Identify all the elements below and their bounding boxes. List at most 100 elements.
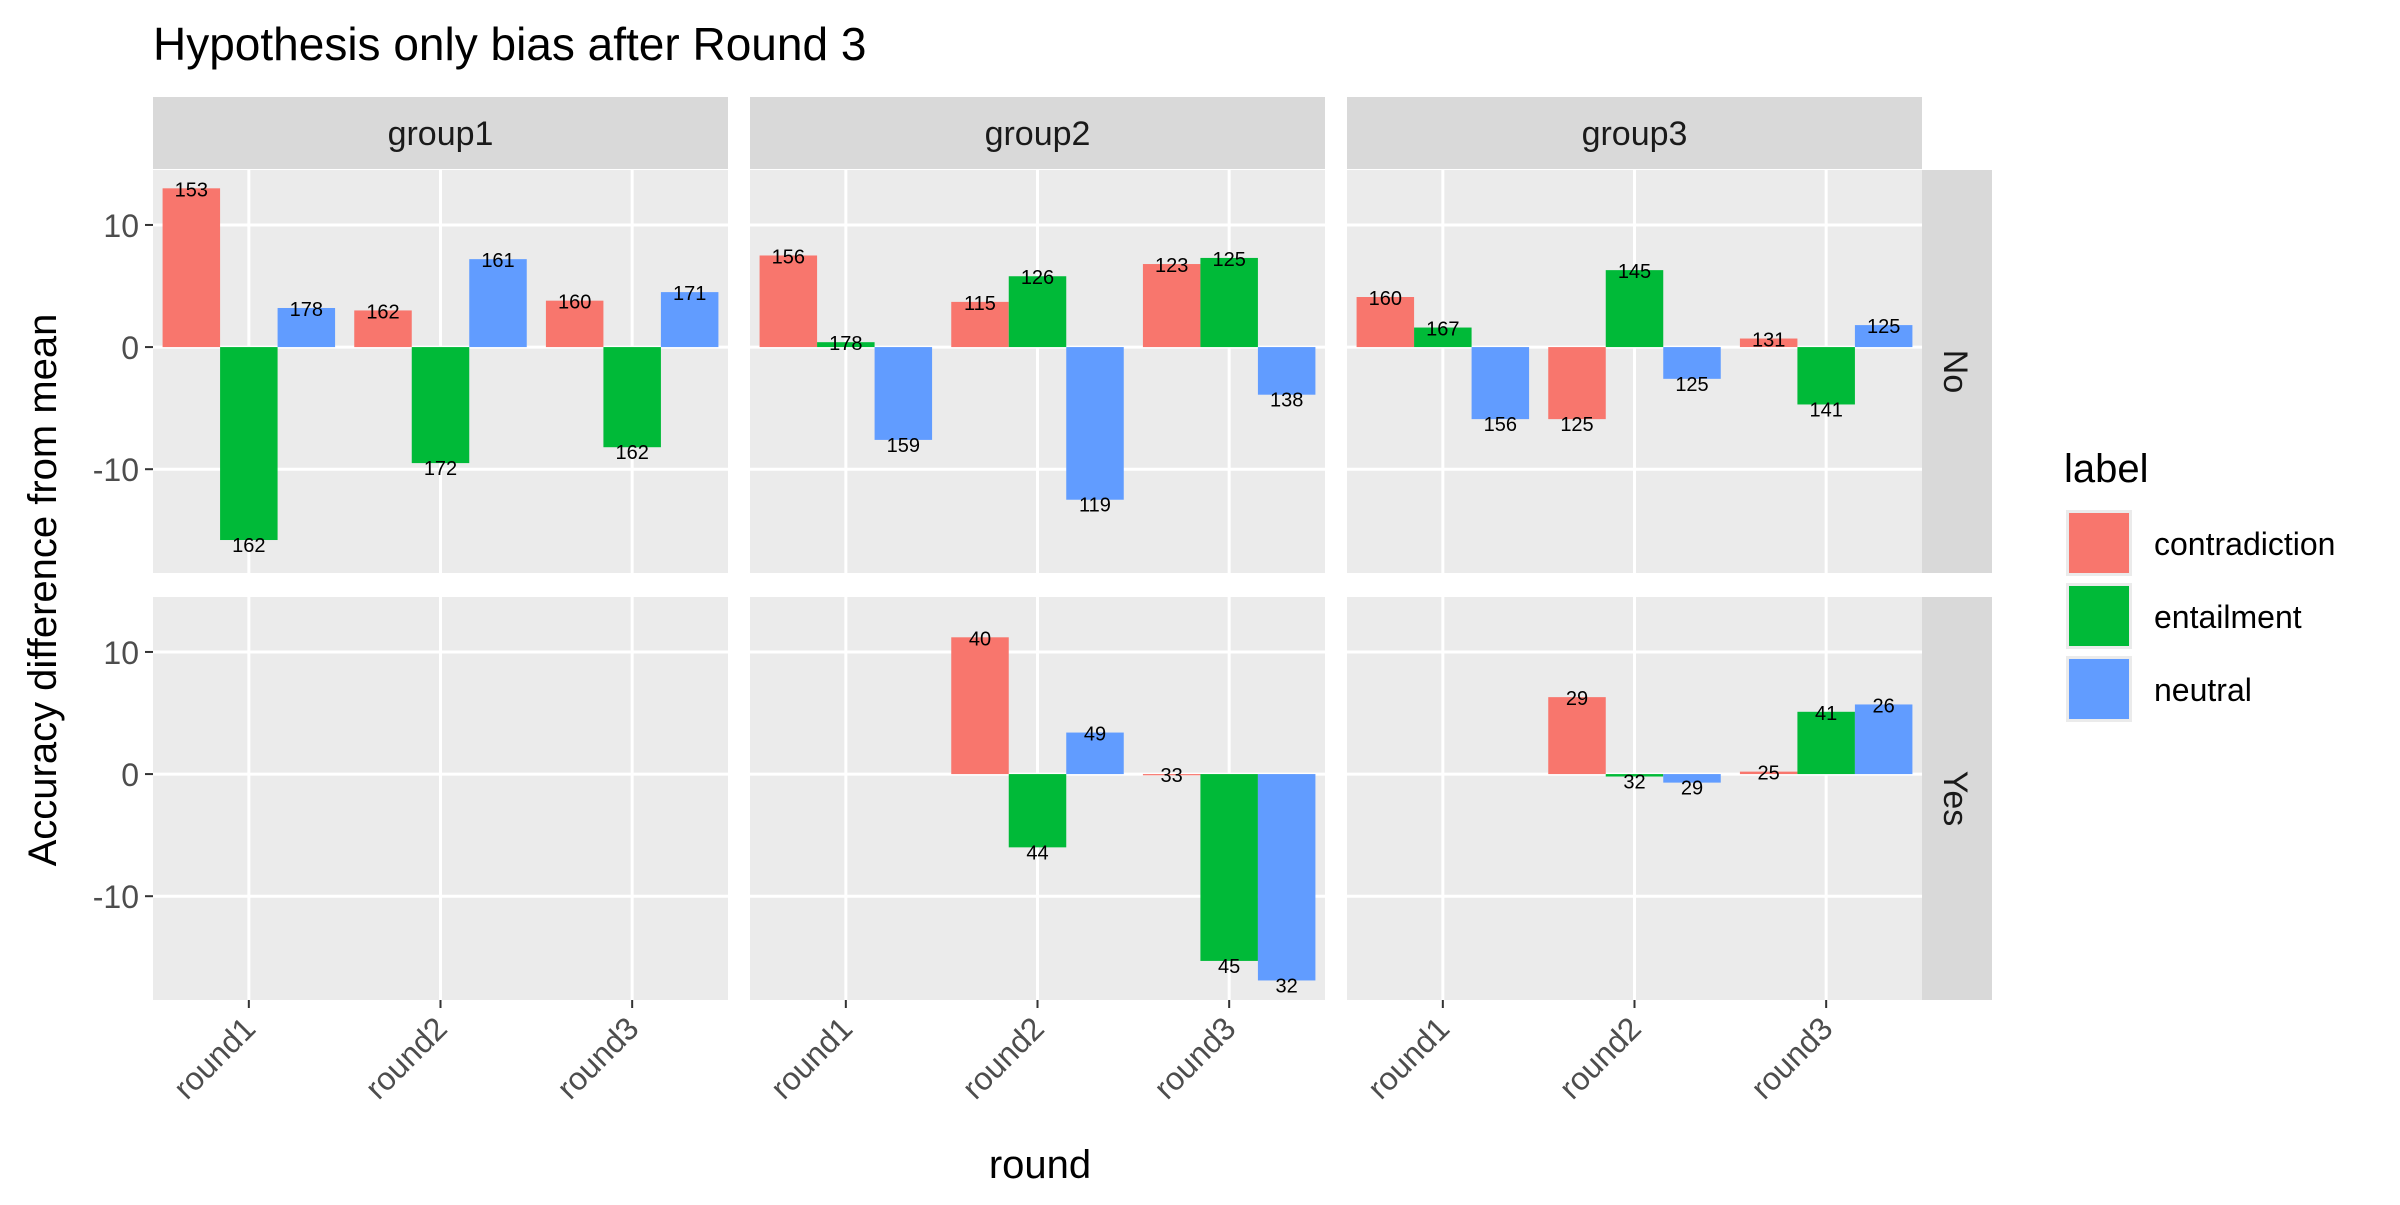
bar-group3-No-round2-contradiction bbox=[1548, 347, 1606, 420]
bar-count-label: 160 bbox=[558, 292, 591, 314]
legend-entry-contradiction: contradiction bbox=[2154, 526, 2335, 562]
row-strip-No bbox=[1920, 170, 1992, 573]
row-strip-label-No: No bbox=[1936, 350, 1974, 393]
facet-panels: group1 group2 group3 No Yes -10 0 10 -10 0 10 round… bbox=[93, 97, 1992, 1106]
bar-group3-Yes-round2-contradiction bbox=[1548, 697, 1606, 775]
bar-count-label: 115 bbox=[964, 293, 996, 315]
x-axis-title: round bbox=[989, 1143, 1091, 1187]
legend-entry-entailment: entailment bbox=[2154, 599, 2302, 635]
x-tick-label-round1: round1 bbox=[763, 1010, 859, 1106]
facet-strip-group2 bbox=[750, 97, 1325, 169]
bar-group2-No-round1-neutral bbox=[874, 347, 933, 440]
bar-count-label: 49 bbox=[1084, 724, 1106, 746]
legend-entry-neutral: neutral bbox=[2154, 672, 2252, 708]
bar-count-label: 138 bbox=[1270, 390, 1303, 412]
bar-group3-Yes-round2-neutral bbox=[1663, 774, 1721, 783]
y-axis-title: Accuracy difference from mean bbox=[21, 314, 65, 867]
facet-strip-group1 bbox=[153, 97, 728, 169]
bar-count-label: 171 bbox=[673, 283, 706, 305]
bar-group1-No-round1-neutral bbox=[277, 307, 336, 348]
row-strip-label-Yes: Yes bbox=[1936, 771, 1974, 826]
y-tick-label: 0 bbox=[121, 757, 139, 793]
x-tick-label-round1: round1 bbox=[1360, 1010, 1456, 1106]
legend-title: label bbox=[2064, 447, 2149, 491]
x-tick-label-round3: round3 bbox=[1744, 1010, 1840, 1106]
bar-group3-No-round1-neutral bbox=[1471, 347, 1530, 420]
x-tick-label-round1: round1 bbox=[166, 1010, 262, 1106]
bar-group1-No-round3-contradiction bbox=[545, 300, 604, 348]
bar-group3-No-round2-neutral bbox=[1663, 347, 1721, 379]
x-tick-label-round2: round2 bbox=[955, 1010, 1051, 1106]
y-tick-label: -10 bbox=[93, 879, 139, 915]
bar-count-label: 178 bbox=[829, 333, 862, 355]
legend-key-contradiction bbox=[2069, 513, 2129, 573]
bar-group2-Yes-round3-entailment bbox=[1200, 774, 1258, 961]
bar-group2-Yes-round2-contradiction bbox=[951, 637, 1009, 775]
bar-count-label: 131 bbox=[1752, 330, 1785, 352]
bar-count-label: 26 bbox=[1873, 695, 1895, 717]
bar-count-label: 178 bbox=[290, 299, 323, 321]
bar-count-label: 40 bbox=[969, 628, 991, 650]
bar-group3-No-round1-contradiction bbox=[1356, 297, 1415, 348]
bar-group2-Yes-round3-contradiction bbox=[1142, 774, 1201, 776]
bar-group2-No-round1-entailment bbox=[817, 342, 875, 348]
bar-count-label: 162 bbox=[615, 442, 648, 464]
bar-count-label: 45 bbox=[1218, 956, 1240, 978]
bar-group2-Yes-round3-neutral bbox=[1257, 774, 1316, 981]
y-tick-label: 10 bbox=[103, 635, 139, 671]
bar-count-label: 156 bbox=[1484, 414, 1517, 436]
bar-count-label: 125 bbox=[1212, 249, 1245, 271]
bar-group1-No-round2-entailment bbox=[411, 347, 470, 464]
bar-group2-No-round2-neutral bbox=[1066, 347, 1124, 500]
bar-count-label: 156 bbox=[772, 246, 805, 268]
bar-count-label: 162 bbox=[232, 535, 265, 557]
bar-group2-Yes-round2-entailment bbox=[1008, 774, 1067, 848]
bar-count-label: 153 bbox=[175, 179, 208, 201]
bar-group3-Yes-round2-entailment bbox=[1605, 774, 1664, 777]
x-tick-label-round3: round3 bbox=[1147, 1010, 1243, 1106]
bar-group3-No-round3-entailment bbox=[1797, 347, 1855, 405]
bar-group2-No-round3-contradiction bbox=[1142, 264, 1201, 348]
bar-count-label: 29 bbox=[1681, 778, 1703, 800]
bar-count-label: 172 bbox=[424, 458, 457, 480]
bar-count-label: 119 bbox=[1079, 495, 1111, 517]
bar-count-label: 33 bbox=[1161, 765, 1183, 787]
bar-group3-Yes-round3-contradiction bbox=[1739, 771, 1798, 775]
bar-count-label: 29 bbox=[1566, 688, 1588, 710]
legend-key-entailment bbox=[2069, 586, 2129, 646]
bar-count-label: 125 bbox=[1560, 414, 1593, 436]
bar-count-label: 126 bbox=[1021, 267, 1054, 289]
bar-group1-No-round2-contradiction bbox=[354, 310, 412, 348]
bar-count-label: 167 bbox=[1426, 319, 1459, 341]
bar-group1-No-round3-entailment bbox=[603, 347, 661, 448]
x-tick-label-round2: round2 bbox=[358, 1010, 454, 1106]
facet-strip-label-group3: group3 bbox=[1582, 115, 1688, 153]
bar-count-label: 162 bbox=[366, 301, 399, 323]
facet-strip-label-group2: group2 bbox=[985, 115, 1091, 153]
bar-group3-No-round2-entailment bbox=[1605, 270, 1664, 348]
bar-group2-No-round2-contradiction bbox=[951, 301, 1009, 348]
y-tick-label: -10 bbox=[93, 452, 139, 488]
bar-count-label: 32 bbox=[1623, 772, 1645, 794]
bar-group1-No-round1-contradiction bbox=[162, 188, 221, 348]
bar-group2-No-round1-contradiction bbox=[759, 255, 818, 348]
bar-group3-No-round3-contradiction bbox=[1739, 338, 1798, 348]
facet-strip-group3 bbox=[1347, 97, 1922, 169]
bar-group3-No-round3-neutral bbox=[1854, 325, 1913, 348]
bar-group1-No-round2-neutral bbox=[469, 259, 527, 348]
bar-group3-No-round1-entailment bbox=[1414, 327, 1472, 348]
bar-group1-No-round3-neutral bbox=[660, 292, 719, 348]
y-tick-label: 0 bbox=[121, 330, 139, 366]
legend: label contradiction entailment neutral bbox=[2064, 447, 2335, 722]
bar-count-label: 41 bbox=[1815, 703, 1837, 725]
bar-count-label: 145 bbox=[1618, 261, 1651, 283]
bar-count-label: 160 bbox=[1369, 288, 1402, 310]
bar-group3-Yes-round3-entailment bbox=[1797, 711, 1855, 775]
bar-count-label: 141 bbox=[1809, 399, 1842, 421]
bar-count-label: 159 bbox=[887, 435, 920, 457]
bar-count-label: 25 bbox=[1758, 763, 1780, 785]
bar-count-label: 125 bbox=[1675, 374, 1708, 396]
bar-count-label: 123 bbox=[1155, 255, 1188, 277]
bar-group3-Yes-round3-neutral bbox=[1854, 704, 1913, 775]
